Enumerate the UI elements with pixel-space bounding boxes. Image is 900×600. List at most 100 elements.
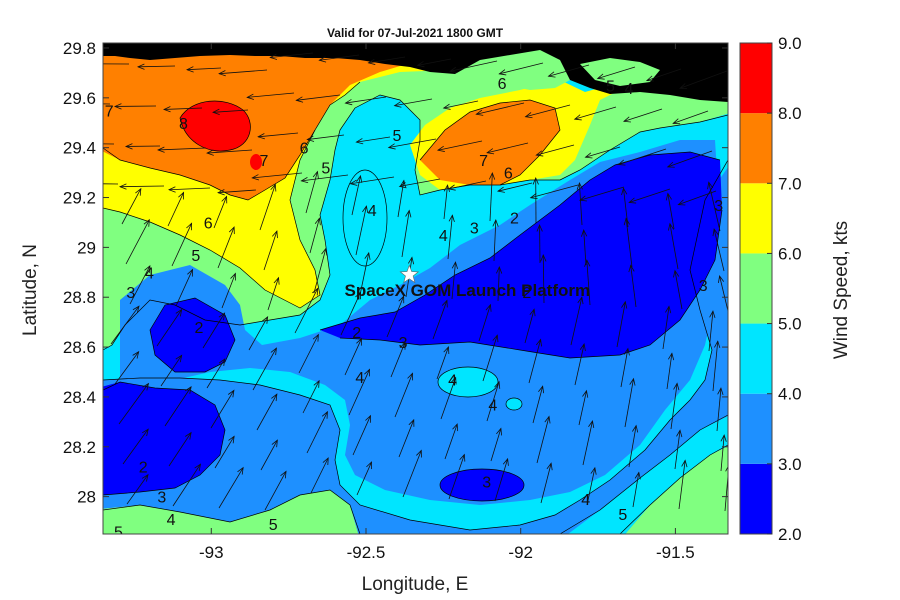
wind-vector xyxy=(447,215,453,260)
wind-vector-head xyxy=(681,459,688,468)
contour-label: 3 xyxy=(714,198,723,215)
contour-label: 4 xyxy=(581,492,590,509)
wind-vector-head xyxy=(623,217,630,226)
wind-vector-head xyxy=(617,159,626,166)
wind-vector xyxy=(306,411,328,454)
wind-vector-head xyxy=(321,410,328,419)
wind-vector xyxy=(632,472,640,508)
contour-label: 5 xyxy=(114,525,123,542)
wind-vector xyxy=(448,180,487,190)
wind-vector-head xyxy=(449,66,458,73)
wind-vector-head xyxy=(672,118,681,125)
wind-vector xyxy=(310,457,329,494)
wind-vector-head xyxy=(536,223,543,232)
wind-vector-head xyxy=(540,253,547,262)
wind-vector-head xyxy=(576,182,583,190)
wind-vector-head xyxy=(628,197,637,204)
wind-vector-head xyxy=(529,308,536,317)
wind-vector-head xyxy=(365,414,371,423)
wind-vector xyxy=(574,106,617,120)
contour-label: 2 xyxy=(194,320,203,337)
wind-vector-head xyxy=(673,382,680,391)
wind-vector xyxy=(121,188,142,225)
land-delta-green xyxy=(455,50,570,90)
wind-vector-head xyxy=(314,217,321,226)
wind-vector xyxy=(138,65,176,68)
wind-vector-head xyxy=(584,259,591,267)
wind-vector-head xyxy=(175,354,183,363)
wind-vector xyxy=(307,134,345,140)
wind-vector xyxy=(399,178,441,187)
wind-vector xyxy=(708,182,721,232)
wind-vector-head xyxy=(367,58,376,65)
wind-vector-head xyxy=(667,222,675,231)
wind-vector-head xyxy=(718,275,725,283)
wind-vector xyxy=(258,132,299,138)
colorbar-band xyxy=(740,43,772,114)
wind-vector-head xyxy=(142,382,150,391)
wind-vector xyxy=(548,64,590,77)
land-north-black xyxy=(103,43,728,102)
wind-vector-head xyxy=(355,138,364,145)
wind-vector xyxy=(582,420,593,466)
wind-vector-head xyxy=(132,305,140,314)
wind-vector-head xyxy=(498,69,507,76)
wind-vector-head xyxy=(532,176,539,185)
contour-label: 6 xyxy=(204,215,213,232)
wind-vector-head xyxy=(529,193,538,200)
wind-vector xyxy=(478,304,491,342)
wind-vector-head xyxy=(416,449,422,458)
wind-vector xyxy=(368,56,406,64)
wind-vector xyxy=(719,275,728,312)
wind-vector-head xyxy=(679,83,688,90)
contour-label: 3 xyxy=(482,475,491,492)
contour-label: 3 xyxy=(470,220,479,237)
contour-label: 4 xyxy=(439,228,448,245)
wind-vector-head xyxy=(387,143,396,150)
wind-vector-head xyxy=(581,229,588,237)
y-tick-label: 28.6 xyxy=(63,338,96,357)
band-2-3-west xyxy=(150,298,235,372)
wind-vector xyxy=(494,458,509,502)
contour-label: 7 xyxy=(259,153,268,170)
wind-vector xyxy=(296,94,341,101)
wind-vector xyxy=(175,269,193,307)
wind-vector xyxy=(448,454,465,500)
wind-vector-head xyxy=(443,346,450,354)
wind-vector xyxy=(624,378,634,428)
x-axis-label: Longitude, E xyxy=(362,574,469,595)
wind-vector xyxy=(528,339,541,384)
wind-vector xyxy=(214,436,235,469)
wind-vector xyxy=(263,230,278,271)
x-tick-label: -91.5 xyxy=(656,543,695,562)
wind-vector-head xyxy=(717,387,724,395)
contour-label: 6 xyxy=(498,76,507,93)
wind-vector xyxy=(256,393,278,431)
wind-vector-head xyxy=(217,189,225,196)
wind-vector-head xyxy=(246,93,254,100)
wind-vector-head xyxy=(399,179,406,188)
wind-vector xyxy=(586,260,591,306)
wind-vector-head xyxy=(364,251,371,260)
wind-vector-head xyxy=(71,181,77,186)
band-4-5-southeast xyxy=(568,416,728,534)
launch-platform-marker xyxy=(399,264,420,284)
wind-vector xyxy=(301,174,349,182)
wind-vector xyxy=(319,54,360,61)
wind-vector xyxy=(620,348,629,388)
wind-vector-head xyxy=(725,465,728,472)
wind-vector-head xyxy=(538,385,545,394)
wind-vector xyxy=(125,219,150,265)
wind-vector-head xyxy=(436,145,445,152)
wind-vector-head xyxy=(623,347,630,356)
y-tick-label: 29.2 xyxy=(63,189,96,208)
contour-label: 7 xyxy=(105,103,114,120)
colorbar-tick-label: 2.0 xyxy=(778,525,802,544)
wind-vector-head xyxy=(194,463,202,472)
wind-vector xyxy=(217,226,235,269)
band-7-8-east xyxy=(420,100,560,185)
wind-vector-head xyxy=(175,308,183,317)
wind-vector-head xyxy=(492,219,499,227)
wind-vector xyxy=(444,423,458,460)
